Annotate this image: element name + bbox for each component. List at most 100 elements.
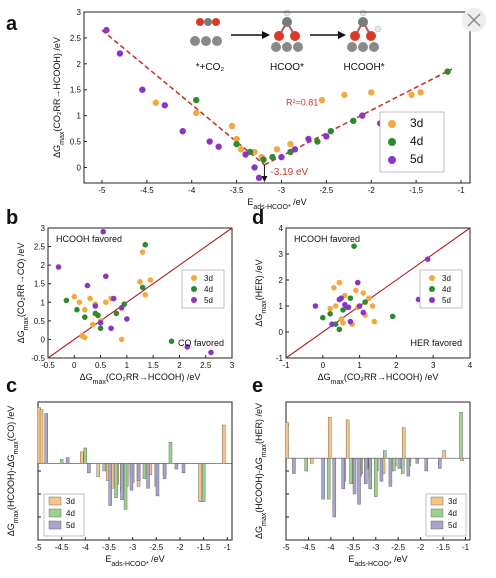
bar-5d bbox=[352, 458, 357, 495]
x-tick-label: -4 bbox=[82, 543, 90, 552]
bar-5d bbox=[162, 463, 167, 479]
data-point-3d bbox=[327, 305, 333, 312]
data-point-5d bbox=[161, 102, 168, 109]
y-tick-label: 1 bbox=[279, 302, 284, 311]
slab-co2-molecule-icon bbox=[190, 18, 222, 46]
bar-3d bbox=[327, 417, 332, 459]
x-tick-label: -3 bbox=[129, 543, 137, 552]
y-tick-label: 3 bbox=[279, 250, 284, 259]
data-point-4d bbox=[327, 311, 333, 317]
bar-3d bbox=[96, 463, 101, 477]
y-tick-label: -0.5 bbox=[31, 354, 45, 363]
bar-4d bbox=[349, 458, 353, 484]
legend-label-3d: 3d bbox=[448, 497, 457, 506]
bar-3d bbox=[310, 458, 314, 464]
x-tick-label: 0 bbox=[321, 361, 326, 370]
y-tick-label: 0.5 bbox=[70, 138, 82, 147]
x-tick-label: -4 bbox=[327, 543, 335, 552]
bar-5d bbox=[87, 463, 91, 474]
bar-5d bbox=[341, 458, 345, 490]
y-axis-label: ΔGmax(HCOOH)-ΔGmax(CO) /eV bbox=[6, 406, 20, 537]
bar-3d bbox=[285, 422, 289, 459]
legend-label-3d: 3d bbox=[442, 274, 451, 283]
panel-label-c: c bbox=[6, 375, 17, 397]
data-point-3d bbox=[366, 295, 372, 302]
data-point-3d bbox=[147, 277, 154, 283]
bar-5d bbox=[146, 463, 150, 489]
data-point-5d bbox=[424, 256, 431, 263]
x-tick-label: -1 bbox=[457, 186, 465, 195]
data-point-4d bbox=[63, 297, 70, 304]
data-point-5d bbox=[347, 318, 354, 325]
bar-5d bbox=[120, 463, 124, 500]
x-tick-label: 1 bbox=[357, 361, 362, 370]
chart-panel-a: a -5 -4.5 -4 -3.5 -3 -2.5 -2 -1.5 -1 0 0.5 1 1.5 2 2.5 3… bbox=[6, 8, 471, 211]
data-point-3d bbox=[331, 285, 337, 291]
data-point-3d bbox=[82, 306, 88, 313]
bar-5d bbox=[438, 458, 442, 469]
bar-5d bbox=[397, 458, 402, 469]
panel-label-a: a bbox=[6, 13, 18, 35]
y-axis-label: ΔGmax(CO₂RR→HCOOH) /eV bbox=[52, 37, 66, 158]
x-tick-label: -0.5 bbox=[41, 361, 55, 370]
bar-5d bbox=[406, 458, 411, 477]
x-tick-label: 3 bbox=[230, 361, 235, 370]
data-point-3d bbox=[118, 336, 125, 343]
bar-4d bbox=[102, 463, 106, 472]
data-point-5d bbox=[278, 153, 285, 161]
data-point-5d bbox=[110, 295, 117, 302]
legend-label-4d: 4d bbox=[410, 134, 423, 148]
data-point-3d bbox=[368, 89, 375, 96]
bar-5d bbox=[129, 463, 134, 491]
legend-swatch-4d bbox=[430, 508, 444, 518]
r2-annotation: R²=0.81 bbox=[286, 97, 318, 107]
data-point-3d bbox=[353, 287, 359, 294]
x-tick-label: -4.5 bbox=[55, 543, 69, 552]
x-tick-label: -3.5 bbox=[230, 186, 244, 195]
x-tick-label: -2.5 bbox=[319, 186, 333, 195]
legend-marker-3d bbox=[388, 120, 396, 128]
data-point-5d bbox=[360, 309, 367, 316]
data-point-4d bbox=[362, 299, 368, 305]
data-point-4d bbox=[320, 314, 326, 321]
data-point-3d bbox=[318, 96, 326, 104]
legend-label-5d: 5d bbox=[410, 152, 423, 166]
x-tick-label: -3.5 bbox=[346, 543, 360, 552]
x-tick-label: 1 bbox=[125, 361, 130, 370]
legend-label-3d: 3d bbox=[66, 497, 75, 506]
x-tick-label: 0.5 bbox=[95, 361, 107, 370]
data-point-5d bbox=[124, 316, 130, 322]
data-point-3d bbox=[251, 148, 258, 156]
bar-5d bbox=[415, 458, 420, 464]
bar-4d bbox=[59, 459, 64, 464]
data-point-3d bbox=[287, 140, 294, 148]
data-point-4d bbox=[351, 243, 357, 249]
bar-5d bbox=[108, 463, 112, 506]
bar-4d bbox=[383, 450, 387, 459]
bar-4d bbox=[400, 458, 405, 474]
x-tick-label: -2 bbox=[417, 543, 425, 552]
data-point-4d bbox=[139, 284, 146, 291]
x-tick-label: -2 bbox=[368, 186, 376, 195]
y-tick-label: 0.5 bbox=[34, 317, 46, 326]
fit-line bbox=[101, 29, 265, 166]
expand-icon[interactable] bbox=[462, 8, 486, 32]
x-tick-label: -1.5 bbox=[409, 186, 423, 195]
legend-label-4d: 4d bbox=[66, 509, 75, 518]
data-point-4d bbox=[350, 117, 357, 125]
data-point-3d bbox=[71, 293, 78, 300]
legend-label-5d: 5d bbox=[204, 296, 213, 305]
y-tick-label: 3 bbox=[41, 224, 46, 233]
bar-3d bbox=[442, 450, 446, 459]
y-axis-label: ΔGmax(HCOOH)-ΔGmax(HER) /eV bbox=[254, 403, 268, 539]
lower-region-annotation: CO favored bbox=[178, 338, 224, 348]
legend-marker-4d bbox=[191, 286, 197, 292]
x-tick-label: -5 bbox=[282, 543, 290, 552]
y-tick-label: -1 bbox=[276, 354, 284, 363]
data-point-3d bbox=[76, 299, 83, 306]
legend-label-5d: 5d bbox=[442, 296, 451, 305]
data-point-5d bbox=[116, 50, 124, 57]
x-tick-label: -1 bbox=[282, 361, 290, 370]
data-point-4d bbox=[389, 313, 396, 320]
data-point-5d bbox=[323, 133, 330, 140]
